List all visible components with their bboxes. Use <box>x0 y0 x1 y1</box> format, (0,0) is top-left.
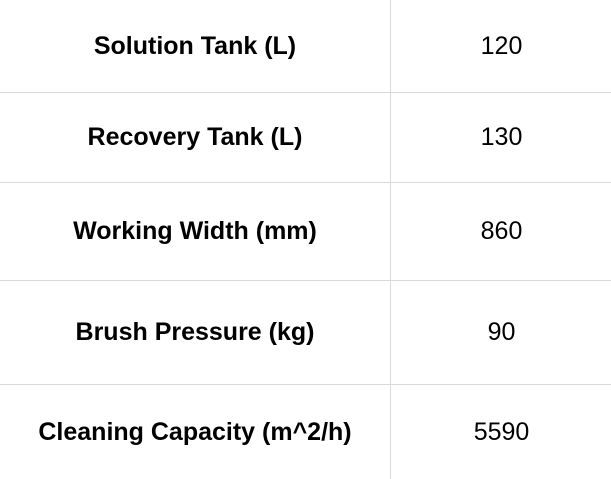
row-value: 130 <box>391 93 611 183</box>
table-row: Recovery Tank (L) 130 <box>0 93 611 183</box>
row-label: Brush Pressure (kg) <box>0 281 391 385</box>
row-value: 860 <box>391 183 611 281</box>
row-value: 120 <box>391 0 611 93</box>
table-row: Working Width (mm) 860 <box>0 183 611 281</box>
row-label: Solution Tank (L) <box>0 0 391 93</box>
row-label: Recovery Tank (L) <box>0 93 391 183</box>
row-label: Cleaning Capacity (m^2/h) <box>0 385 391 479</box>
row-value: 90 <box>391 281 611 385</box>
row-value: 5590 <box>391 385 611 479</box>
table-row: Brush Pressure (kg) 90 <box>0 281 611 385</box>
table-row: Solution Tank (L) 120 <box>0 0 611 93</box>
table-row: Cleaning Capacity (m^2/h) 5590 <box>0 385 611 479</box>
row-label: Working Width (mm) <box>0 183 391 281</box>
